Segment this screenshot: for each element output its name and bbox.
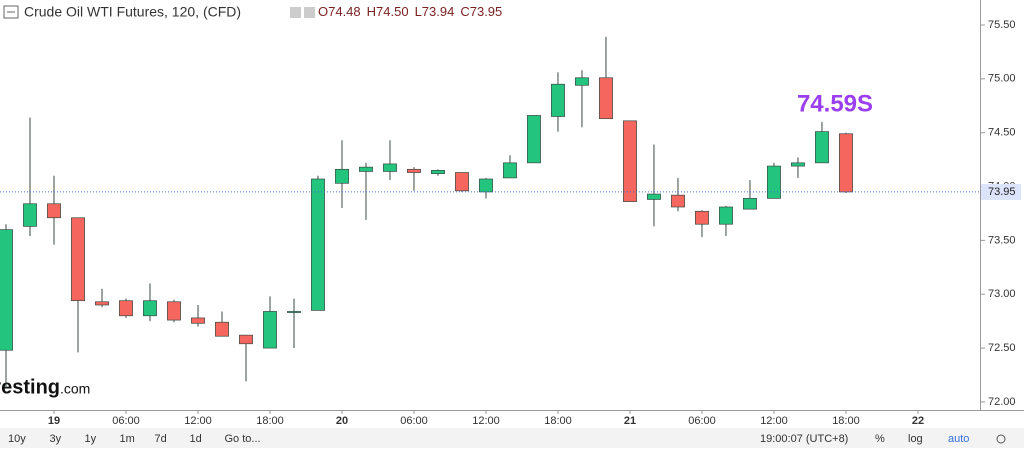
annotation: 74.59S <box>797 90 873 117</box>
candle-body <box>191 317 205 324</box>
y-tick-label: 75.00 <box>988 73 1016 85</box>
candle-body <box>311 178 325 311</box>
toolbar <box>0 428 1024 448</box>
candle-body <box>71 217 85 302</box>
candle-body <box>647 193 661 200</box>
toolbar-option[interactable]: log <box>908 433 923 445</box>
candle-body <box>479 178 493 193</box>
y-tick-label: 74.50 <box>988 127 1016 139</box>
candle-body <box>407 168 421 173</box>
x-tick-label: 12:00 <box>184 415 212 427</box>
candle-body <box>239 334 253 345</box>
x-tick-label: 21 <box>624 415 636 427</box>
ohlc-value: H74.50 <box>367 4 409 19</box>
settings-button[interactable] <box>996 434 1006 444</box>
toolbar-button[interactable]: 10y <box>8 433 26 445</box>
x-tick-label: 18:00 <box>256 415 284 427</box>
candle-body <box>0 229 13 351</box>
chart-title: Crude Oil WTI Futures, 120, (CFD) <box>24 4 241 20</box>
x-tick-label: 06:00 <box>688 415 716 427</box>
candle-body <box>767 165 781 199</box>
y-tick-label: 72.50 <box>988 342 1016 354</box>
candle-body <box>167 301 181 321</box>
candle-body <box>143 300 157 317</box>
candle-body <box>119 300 133 317</box>
candle-body <box>743 198 757 210</box>
candle-body <box>719 206 733 225</box>
candle-body <box>551 83 565 117</box>
collapse-icon[interactable] <box>3 5 19 19</box>
x-tick-label: 19 <box>48 415 60 427</box>
candle-body <box>527 115 541 164</box>
candle-body <box>599 77 613 120</box>
candle-body <box>383 163 397 172</box>
candle-body <box>335 168 349 184</box>
candle-body <box>95 301 109 306</box>
candle-body <box>839 133 853 193</box>
toolbar-button[interactable]: 3y <box>50 433 62 445</box>
candle-body <box>215 321 229 337</box>
candle-body <box>431 170 445 174</box>
candle-body <box>815 131 829 164</box>
logo-suffix: .com <box>60 381 90 397</box>
ohlc-value: O74.48 <box>318 4 361 19</box>
toolbar-button[interactable]: 1m <box>120 433 135 445</box>
toolbar-option[interactable]: % <box>875 433 885 445</box>
ohlc-value: C73.95 <box>460 4 502 19</box>
candle-body <box>791 162 805 167</box>
x-tick-label: 12:00 <box>760 415 788 427</box>
candle-body <box>23 203 37 227</box>
candle-body <box>263 311 277 349</box>
x-tick-label: 18:00 <box>832 415 860 427</box>
candle-body <box>47 203 61 219</box>
x-tick-label: 06:00 <box>400 415 428 427</box>
y-tick-label: 73.50 <box>988 234 1016 246</box>
toolbar-option[interactable]: auto <box>948 433 969 445</box>
toolbar-button[interactable]: 7d <box>155 433 167 445</box>
candle-body <box>623 120 637 202</box>
eye-icon[interactable] <box>290 7 301 18</box>
x-tick-label: 12:00 <box>472 415 500 427</box>
candle-body <box>575 77 589 86</box>
toolbar-button[interactable]: 1y <box>85 433 97 445</box>
y-tick-label: 73.00 <box>988 288 1016 300</box>
x-tick-label: 20 <box>336 415 348 427</box>
x-tick-label: 22 <box>912 415 924 427</box>
ohlc-value: L73.94 <box>415 4 455 19</box>
candle-body <box>503 162 517 179</box>
candle-body <box>671 194 685 208</box>
candle-body <box>287 311 301 313</box>
y-tick-label: 75.50 <box>988 19 1016 31</box>
candle-body <box>359 166 373 172</box>
clock: 19:00:07 (UTC+8) <box>760 433 848 445</box>
candle-body <box>455 172 469 192</box>
last-price-label: 73.95 <box>988 186 1016 198</box>
toolbar-button[interactable]: Go to... <box>225 433 261 445</box>
last-price-box <box>981 183 1021 200</box>
x-tick-label: 18:00 <box>544 415 572 427</box>
logo: Investing <box>0 376 60 398</box>
ohlc-readout: O74.48 H74.50 L73.94 C73.95 <box>318 4 502 19</box>
y-tick-label: 72.00 <box>988 396 1016 408</box>
x-tick-label: 06:00 <box>112 415 140 427</box>
toolbar-button[interactable]: 1d <box>190 433 202 445</box>
candle-body <box>695 210 709 225</box>
settings-icon[interactable] <box>304 7 315 18</box>
